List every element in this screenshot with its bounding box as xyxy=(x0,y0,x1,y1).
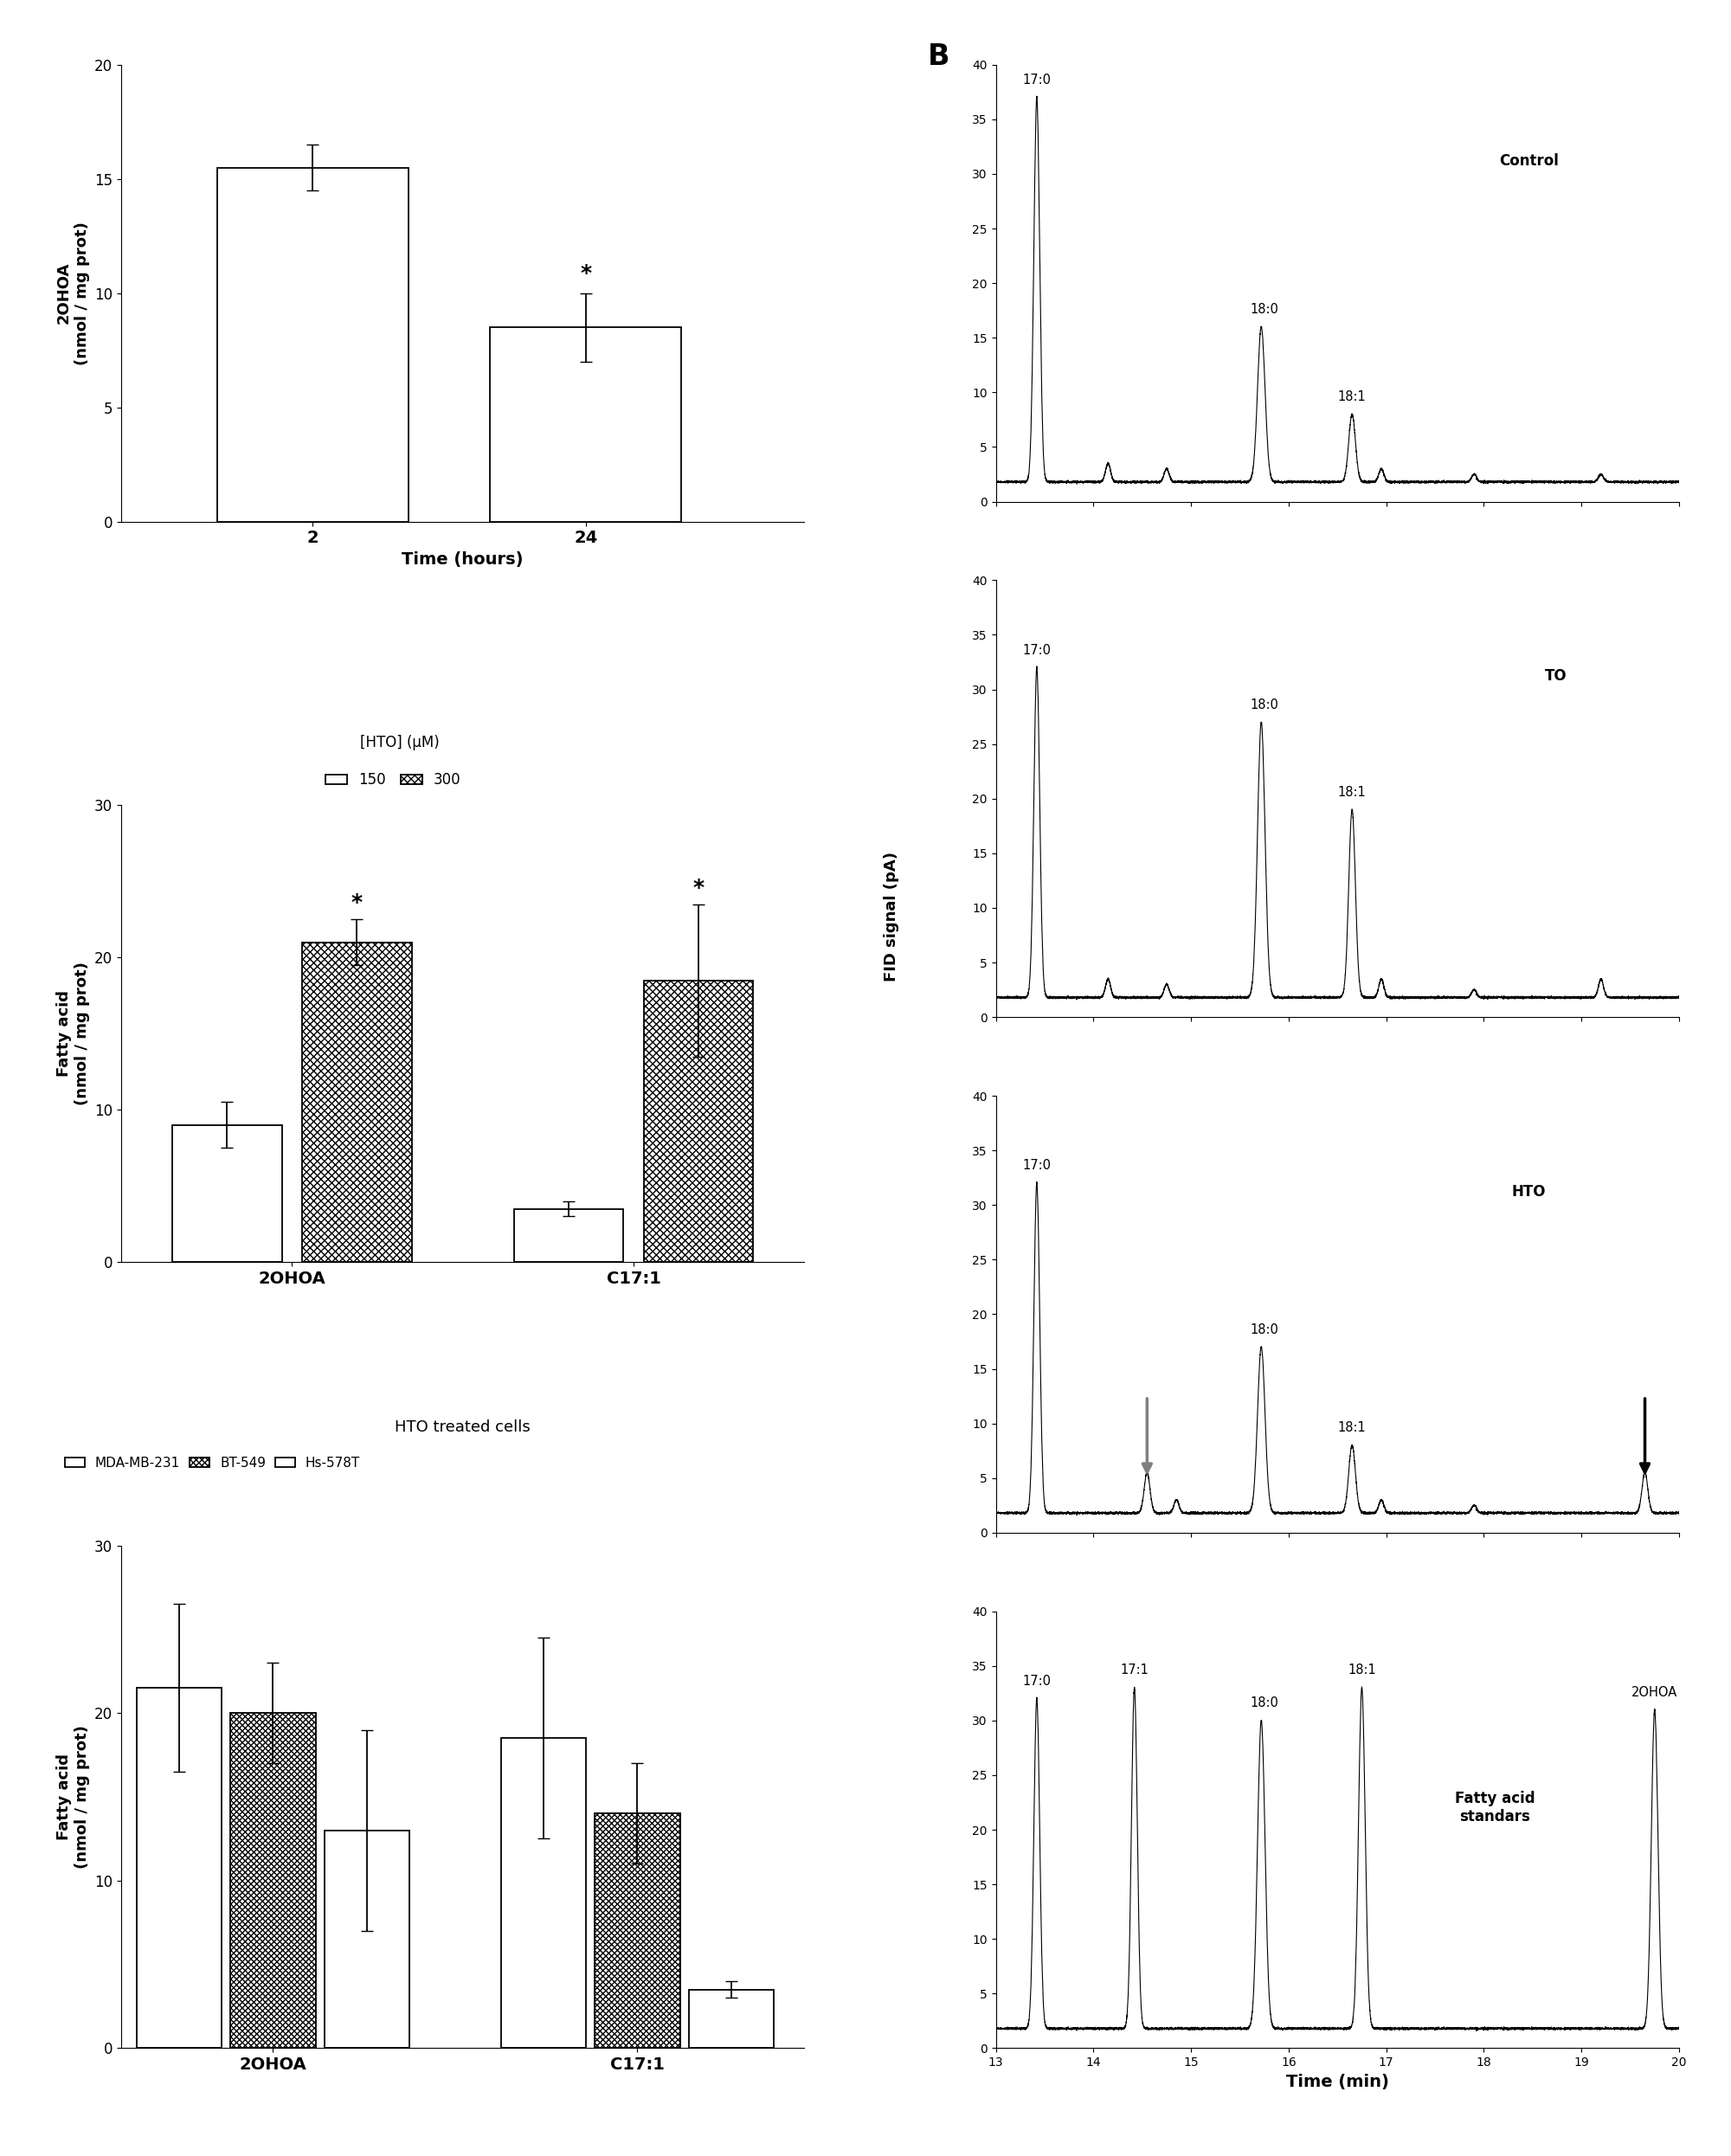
Text: 18:0: 18:0 xyxy=(1250,1324,1279,1337)
Bar xyxy=(689,1990,774,2048)
Text: HTO treated cells: HTO treated cells xyxy=(395,1419,531,1436)
Y-axis label: 2OHOA
(nmol / mg prot): 2OHOA (nmol / mg prot) xyxy=(55,222,90,364)
Bar xyxy=(173,1125,282,1261)
Text: 17:0: 17:0 xyxy=(1023,73,1051,86)
Bar xyxy=(230,1714,315,2048)
Text: TO: TO xyxy=(1546,668,1567,683)
Bar xyxy=(325,1830,410,2048)
Legend: 150, 300: 150, 300 xyxy=(320,768,467,793)
Text: B: B xyxy=(928,43,950,71)
Bar xyxy=(303,942,412,1261)
Bar xyxy=(216,168,409,522)
X-axis label: Time (min): Time (min) xyxy=(1286,2074,1388,2089)
Text: Control: Control xyxy=(1499,153,1558,168)
Y-axis label: Fatty acid
(nmol / mg prot): Fatty acid (nmol / mg prot) xyxy=(55,1725,90,1869)
Bar xyxy=(644,981,753,1261)
Bar xyxy=(490,328,682,522)
Text: 18:0: 18:0 xyxy=(1250,699,1279,711)
Text: 18:1: 18:1 xyxy=(1338,785,1366,798)
Text: 2OHOA: 2OHOA xyxy=(1632,1686,1677,1699)
Text: 18:1: 18:1 xyxy=(1348,1664,1376,1677)
Bar xyxy=(137,1688,222,2048)
Text: 18:1: 18:1 xyxy=(1338,1421,1366,1434)
Text: 17:0: 17:0 xyxy=(1023,645,1051,658)
Text: *: * xyxy=(580,263,592,285)
Text: 17:0: 17:0 xyxy=(1023,1675,1051,1688)
Y-axis label: Fatty acid
(nmol / mg prot): Fatty acid (nmol / mg prot) xyxy=(55,962,90,1106)
Text: [HTO] (μM): [HTO] (μM) xyxy=(360,735,440,750)
Text: Fatty acid
standars: Fatty acid standars xyxy=(1454,1792,1535,1824)
Text: FID signal (pA): FID signal (pA) xyxy=(885,852,900,981)
Text: 18:0: 18:0 xyxy=(1250,1697,1279,1710)
Text: 17:0: 17:0 xyxy=(1023,1160,1051,1173)
Text: HTO: HTO xyxy=(1511,1184,1546,1199)
Text: *: * xyxy=(351,893,362,914)
X-axis label: Time (hours): Time (hours) xyxy=(402,552,523,567)
Bar xyxy=(514,1210,623,1261)
Bar xyxy=(500,1738,585,2048)
Text: 18:1: 18:1 xyxy=(1338,390,1366,403)
Text: 18:0: 18:0 xyxy=(1250,302,1279,317)
Text: *: * xyxy=(692,877,705,899)
Legend: MDA-MB-231, BT-549, Hs-578T: MDA-MB-231, BT-549, Hs-578T xyxy=(59,1451,365,1475)
Text: 17:1: 17:1 xyxy=(1120,1664,1149,1677)
Bar xyxy=(595,1813,680,2048)
